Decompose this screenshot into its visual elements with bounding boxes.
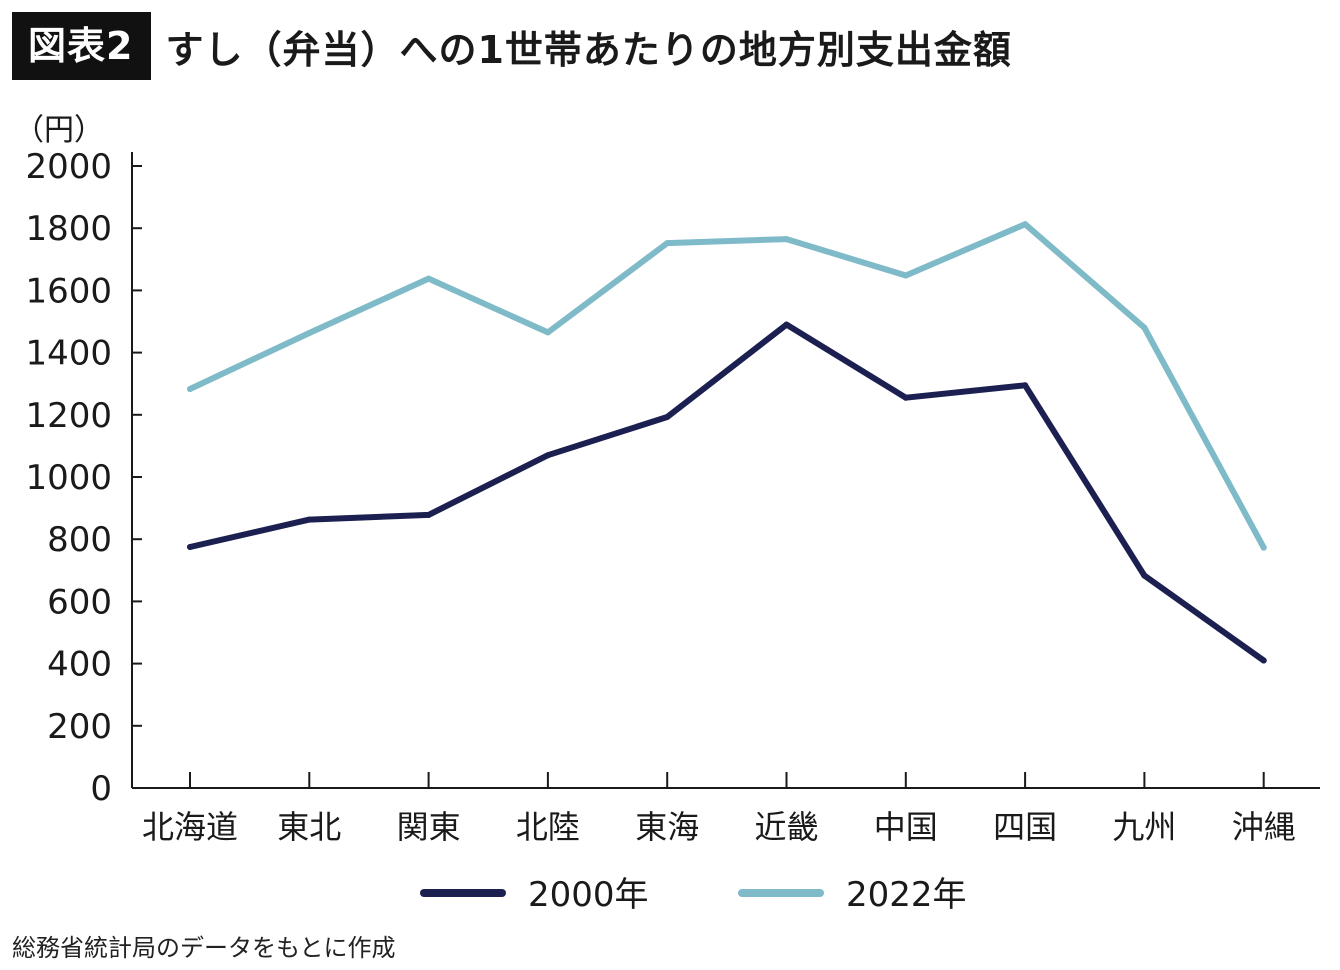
x-tick-label: 中国 <box>874 808 938 846</box>
data-point <box>544 329 551 336</box>
y-tick-label: 800 <box>47 520 112 560</box>
x-tick-label: 沖縄 <box>1232 808 1296 846</box>
x-tick-label: 九州 <box>1112 808 1176 846</box>
data-point <box>664 240 671 247</box>
x-tick-label: 関東 <box>397 808 461 846</box>
chart-title: すし（弁当）への1世帯あたりの地方別支出金額 <box>165 27 1012 72</box>
data-point <box>1141 572 1148 579</box>
data-point <box>783 236 790 243</box>
source-note: 総務省統計局のデータをもとに作成 <box>12 934 396 962</box>
data-point <box>425 275 432 282</box>
y-tick-label: 1400 <box>25 334 112 374</box>
data-point <box>544 452 551 459</box>
y-tick-label: 1800 <box>25 209 112 249</box>
y-tick-label: 600 <box>47 582 112 622</box>
x-tick-label: 近畿 <box>754 808 818 846</box>
x-tick-label: 四国 <box>993 808 1057 846</box>
data-point <box>425 511 432 518</box>
legend-label-1: 2000年 <box>528 875 649 915</box>
data-point <box>1022 382 1029 389</box>
figure-badge: 図表2 <box>12 12 152 80</box>
legend-label-2: 2022年 <box>846 875 967 915</box>
data-point <box>1260 544 1267 551</box>
data-point <box>783 321 790 328</box>
x-tick-label: 北陸 <box>516 808 580 846</box>
x-tick-label: 東北 <box>277 808 341 846</box>
x-tick-label: 北海道 <box>142 808 238 846</box>
y-tick-label: 1600 <box>25 271 112 311</box>
y-axis-unit-label: （円） <box>14 113 104 148</box>
data-point <box>1022 221 1029 228</box>
y-tick-label: 400 <box>47 645 112 685</box>
y-tick-label: 1200 <box>25 396 112 436</box>
y-tick-label: 2000 <box>25 147 112 187</box>
data-point <box>187 385 193 392</box>
data-point <box>902 272 909 279</box>
data-point <box>902 394 909 401</box>
data-point <box>664 413 671 420</box>
data-point <box>306 330 313 337</box>
y-tick-label: 1000 <box>25 458 112 498</box>
series-line-2 <box>187 221 1267 551</box>
chart-header: 図表2 すし（弁当）への1世帯あたりの地方別支出金額 <box>12 12 1012 80</box>
data-point <box>1141 324 1148 331</box>
data-point <box>1260 657 1267 664</box>
y-tick-label: 0 <box>90 769 112 809</box>
series-line-1 <box>187 321 1267 664</box>
x-tick-label: 東海 <box>635 808 699 846</box>
data-point <box>306 516 313 523</box>
data-point <box>187 543 193 550</box>
y-tick-label: 200 <box>47 707 112 747</box>
